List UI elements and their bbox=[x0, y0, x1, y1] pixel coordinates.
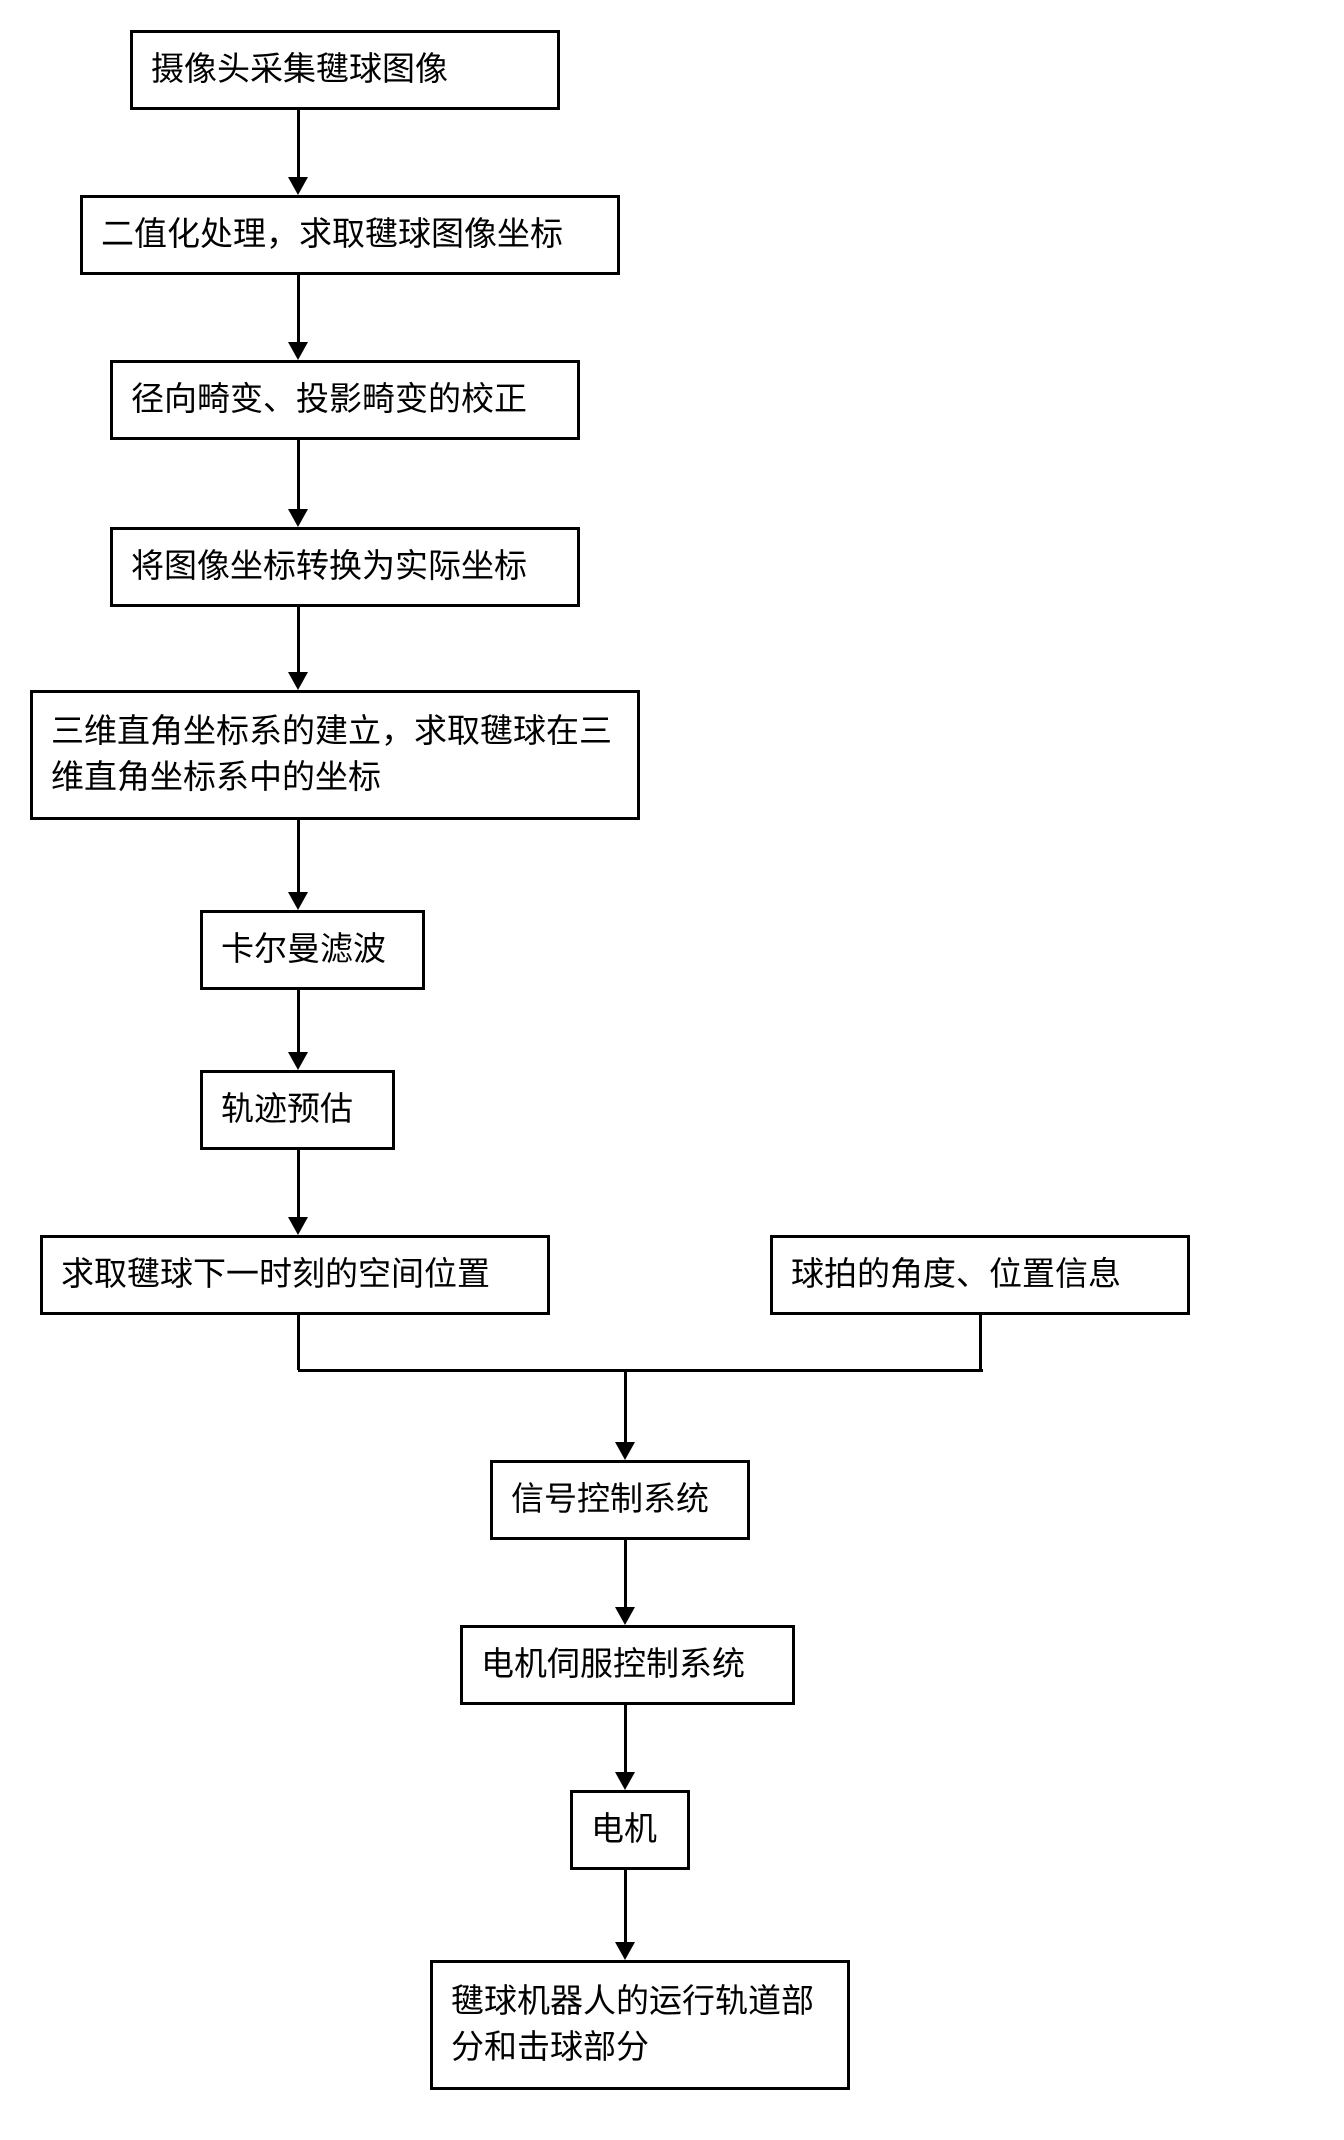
arrow-line-3 bbox=[297, 607, 300, 672]
flow-node-label: 将图像坐标转换为实际坐标 bbox=[131, 544, 527, 590]
flow-node-label: 毽球机器人的运行轨道部分和击球部分 bbox=[451, 1979, 829, 2071]
flow-node-label: 三维直角坐标系的建立，求取毽球在三维直角坐标系中的坐标 bbox=[51, 709, 619, 801]
arrow-head-12 bbox=[615, 1772, 635, 1790]
flow-node-n2: 二值化处理，求取毽球图像坐标 bbox=[80, 195, 620, 275]
arrow-line-5 bbox=[297, 990, 300, 1052]
arrow-head-6 bbox=[288, 1217, 308, 1235]
arrow-line-2 bbox=[297, 440, 300, 509]
flow-node-label: 球拍的角度、位置信息 bbox=[791, 1252, 1121, 1298]
flow-node-label: 电机 bbox=[591, 1807, 657, 1853]
arrow-line-11 bbox=[624, 1540, 627, 1607]
arrow-line-1 bbox=[297, 275, 300, 342]
flow-node-n3: 径向畸变、投影畸变的校正 bbox=[110, 360, 580, 440]
arrow-head-10 bbox=[615, 1442, 635, 1460]
arrow-line-4 bbox=[297, 820, 300, 892]
arrow-line-9 bbox=[298, 1369, 983, 1372]
flow-node-n8: 求取毽球下一时刻的空间位置 bbox=[40, 1235, 550, 1315]
flow-node-label: 二值化处理，求取毽球图像坐标 bbox=[101, 212, 563, 258]
arrow-head-13 bbox=[615, 1942, 635, 1960]
flow-node-n1: 摄像头采集毽球图像 bbox=[130, 30, 560, 110]
flow-node-n9: 球拍的角度、位置信息 bbox=[770, 1235, 1190, 1315]
arrow-head-2 bbox=[288, 509, 308, 527]
flow-node-n5: 三维直角坐标系的建立，求取毽球在三维直角坐标系中的坐标 bbox=[30, 690, 640, 820]
flow-node-n11: 电机伺服控制系统 bbox=[460, 1625, 795, 1705]
flow-node-n12: 电机 bbox=[570, 1790, 690, 1870]
arrow-line-0 bbox=[297, 110, 300, 177]
flow-node-label: 求取毽球下一时刻的空间位置 bbox=[61, 1252, 490, 1298]
arrow-line-6 bbox=[297, 1150, 300, 1217]
flow-node-label: 摄像头采集毽球图像 bbox=[151, 47, 448, 93]
arrow-line-10 bbox=[624, 1370, 627, 1442]
flow-node-n7: 轨迹预估 bbox=[200, 1070, 395, 1150]
arrow-line-12 bbox=[624, 1705, 627, 1772]
flow-node-n13: 毽球机器人的运行轨道部分和击球部分 bbox=[430, 1960, 850, 2090]
flow-node-label: 信号控制系统 bbox=[511, 1477, 709, 1523]
flowchart-container: 摄像头采集毽球图像二值化处理，求取毽球图像坐标径向畸变、投影畸变的校正将图像坐标… bbox=[30, 30, 1314, 2110]
flow-node-n6: 卡尔曼滤波 bbox=[200, 910, 425, 990]
arrow-line-8 bbox=[979, 1315, 982, 1370]
arrow-head-1 bbox=[288, 342, 308, 360]
flow-node-n10: 信号控制系统 bbox=[490, 1460, 750, 1540]
arrow-head-5 bbox=[288, 1052, 308, 1070]
arrow-head-3 bbox=[288, 672, 308, 690]
arrow-head-11 bbox=[615, 1607, 635, 1625]
flow-node-label: 轨迹预估 bbox=[221, 1087, 353, 1133]
flow-node-label: 径向畸变、投影畸变的校正 bbox=[131, 377, 527, 423]
arrow-head-0 bbox=[288, 177, 308, 195]
arrow-line-7 bbox=[297, 1315, 300, 1370]
flow-node-label: 电机伺服控制系统 bbox=[481, 1642, 745, 1688]
flow-node-label: 卡尔曼滤波 bbox=[221, 927, 386, 973]
arrow-line-13 bbox=[624, 1870, 627, 1942]
arrow-head-4 bbox=[288, 892, 308, 910]
flow-node-n4: 将图像坐标转换为实际坐标 bbox=[110, 527, 580, 607]
